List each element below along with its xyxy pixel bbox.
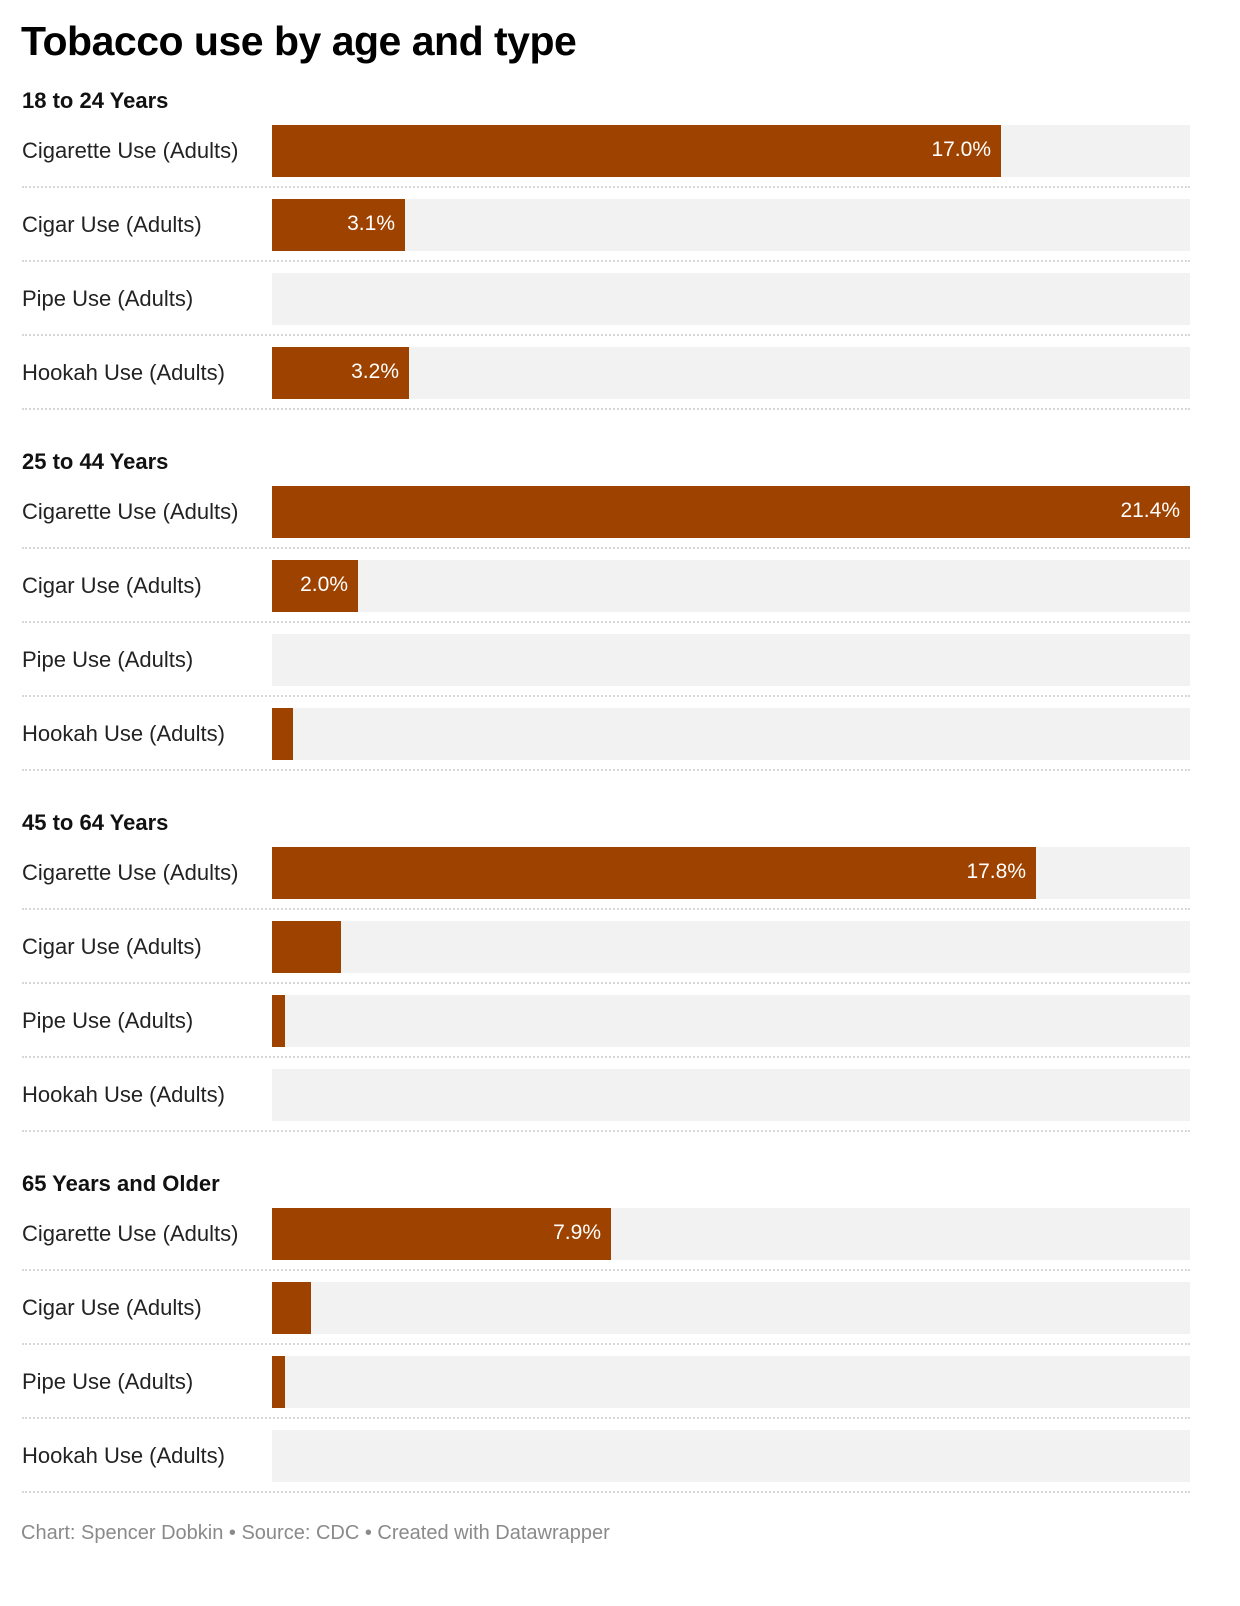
bar-track bbox=[272, 1356, 1190, 1408]
bar-track: 7.9% bbox=[272, 1208, 1190, 1260]
bar-track bbox=[272, 921, 1190, 973]
footer-created-with: Created with Datawrapper bbox=[377, 1522, 610, 1544]
row-label: Cigarette Use (Adults) bbox=[22, 499, 239, 524]
group-label: 18 to 24 Years bbox=[22, 88, 169, 113]
row-separator bbox=[22, 1130, 1190, 1132]
bar bbox=[272, 347, 409, 399]
row-label: Pipe Use (Adults) bbox=[22, 286, 194, 311]
bar bbox=[272, 199, 405, 251]
row-label: Cigarette Use (Adults) bbox=[22, 1221, 239, 1246]
footer-separator: • bbox=[364, 1522, 372, 1544]
bar-track bbox=[272, 273, 1190, 325]
chart-footer: Chart: Spencer Dobkin • Source: CDC • Cr… bbox=[21, 1522, 610, 1545]
group-label: 25 to 44 Years bbox=[22, 449, 169, 474]
bar bbox=[272, 1282, 311, 1334]
row-separator bbox=[22, 982, 1190, 984]
group-label: 65 Years and Older bbox=[22, 1171, 220, 1196]
bar bbox=[272, 1208, 611, 1260]
bar bbox=[272, 486, 1190, 538]
row-separator bbox=[22, 908, 1190, 910]
row-label: Pipe Use (Adults) bbox=[22, 647, 194, 672]
bar-track bbox=[272, 995, 1190, 1047]
bar bbox=[272, 125, 1001, 177]
bar-track bbox=[272, 1069, 1190, 1121]
row-label: Cigar Use (Adults) bbox=[22, 934, 202, 959]
row-label: Cigar Use (Adults) bbox=[22, 1295, 202, 1320]
footer-separator: • bbox=[228, 1522, 236, 1544]
footer-source: Source: CDC bbox=[241, 1522, 360, 1544]
bar-value-label: 21.4% bbox=[1120, 499, 1180, 522]
row-separator bbox=[22, 695, 1190, 697]
row-label: Cigarette Use (Adults) bbox=[22, 860, 239, 885]
bar-track: 17.0% bbox=[272, 125, 1190, 177]
row-separator bbox=[22, 1417, 1190, 1419]
footer-chart-by: Chart: Spencer Dobkin bbox=[21, 1522, 224, 1544]
row-separator bbox=[22, 621, 1190, 623]
bar bbox=[272, 847, 1036, 899]
row-label: Hookah Use (Adults) bbox=[22, 721, 225, 746]
row-separator bbox=[22, 186, 1190, 188]
bar-track bbox=[272, 634, 1190, 686]
row-separator bbox=[22, 547, 1190, 549]
row-separator bbox=[22, 769, 1190, 771]
bar-track bbox=[272, 708, 1190, 760]
row-label: Hookah Use (Adults) bbox=[22, 1082, 225, 1107]
bar-value-label: 2.0% bbox=[300, 573, 348, 596]
bar bbox=[272, 921, 341, 973]
row-separator bbox=[22, 334, 1190, 336]
row-separator bbox=[22, 1056, 1190, 1058]
bar bbox=[272, 995, 285, 1047]
bar-value-label: 3.1% bbox=[347, 212, 395, 235]
bar-track: 21.4% bbox=[272, 486, 1190, 538]
row-separator bbox=[22, 260, 1190, 262]
row-label: Cigarette Use (Adults) bbox=[22, 138, 239, 163]
row-label: Hookah Use (Adults) bbox=[22, 1443, 225, 1468]
bar bbox=[272, 1356, 285, 1408]
bar-track: 3.1% bbox=[272, 199, 1190, 251]
bar-value-label: 3.2% bbox=[351, 360, 399, 383]
row-separator bbox=[22, 1343, 1190, 1345]
row-label: Pipe Use (Adults) bbox=[22, 1008, 194, 1033]
row-label: Pipe Use (Adults) bbox=[22, 1369, 194, 1394]
bar-track bbox=[272, 1282, 1190, 1334]
row-label: Cigar Use (Adults) bbox=[22, 212, 202, 237]
bar-track: 2.0% bbox=[272, 560, 1190, 612]
bar-track: 3.2% bbox=[272, 347, 1190, 399]
chart-title: Tobacco use by age and type bbox=[21, 18, 577, 64]
bar-value-label: 17.8% bbox=[966, 860, 1026, 883]
row-label: Hookah Use (Adults) bbox=[22, 360, 225, 385]
bar-track: 17.8% bbox=[272, 847, 1190, 899]
bar bbox=[272, 560, 358, 612]
bar-value-label: 17.0% bbox=[931, 138, 991, 161]
row-separator bbox=[22, 408, 1190, 410]
bar-track bbox=[272, 1430, 1190, 1482]
bar bbox=[272, 708, 293, 760]
row-label: Cigar Use (Adults) bbox=[22, 573, 202, 598]
bar-value-label: 7.9% bbox=[553, 1221, 601, 1244]
row-separator bbox=[22, 1491, 1190, 1493]
group-label: 45 to 64 Years bbox=[22, 810, 169, 835]
row-separator bbox=[22, 1269, 1190, 1271]
